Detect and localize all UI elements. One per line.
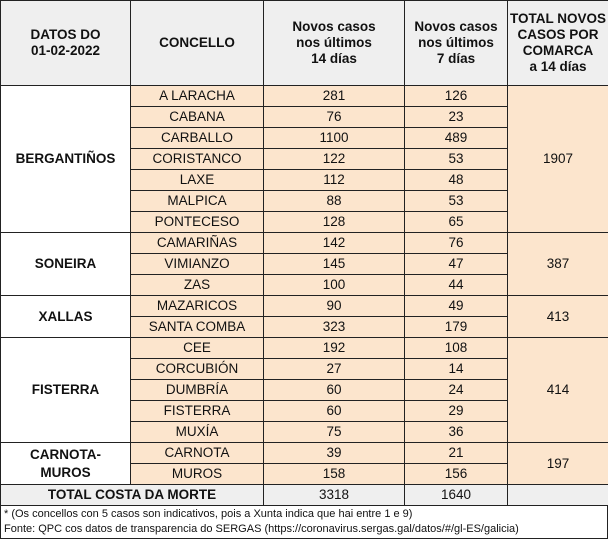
cases-14-days: 27 <box>264 359 405 380</box>
concello-name: CEE <box>131 338 264 359</box>
concello-name: VIMIANZO <box>131 254 264 275</box>
header-total-comarca: TOTAL NOVOS CASOS POR COMARCA a 14 días <box>508 1 608 86</box>
cases-7-days: 24 <box>405 380 508 401</box>
cases-14-days: 100 <box>264 275 405 296</box>
concello-name: A LARACHA <box>131 86 264 107</box>
concello-name: MALPICA <box>131 191 264 212</box>
cases-7-days: 489 <box>405 128 508 149</box>
cases-7-days: 29 <box>405 401 508 422</box>
concello-name: MUROS <box>131 464 264 485</box>
cases-7-days: 14 <box>405 359 508 380</box>
footer: * (Os concellos con 5 casos son indicati… <box>0 506 608 539</box>
cases-7-days: 53 <box>405 191 508 212</box>
total-cases-14: 3318 <box>264 485 405 506</box>
concello-name: CABANA <box>131 107 264 128</box>
concello-name: CORCUBIÓN <box>131 359 264 380</box>
cases-7-days: 156 <box>405 464 508 485</box>
comarca-name: CARNOTA- MUROS <box>1 443 131 485</box>
cases-14-days: 112 <box>264 170 405 191</box>
header-cases-7: Novos casos nos últimos 7 días <box>405 1 508 86</box>
cases-7-days: 126 <box>405 86 508 107</box>
header-cases-14: Novos casos nos últimos 14 días <box>264 1 405 86</box>
concello-name: MUXÍA <box>131 422 264 443</box>
cases-14-days: 88 <box>264 191 405 212</box>
cases-14-days: 1100 <box>264 128 405 149</box>
cases-14-days: 75 <box>264 422 405 443</box>
concello-name: CARNOTA <box>131 443 264 464</box>
comarca-total: 387 <box>508 233 608 296</box>
total-empty-cell <box>508 485 608 506</box>
cases-14-days: 192 <box>264 338 405 359</box>
cases-7-days: 65 <box>405 212 508 233</box>
comarca-name: XALLAS <box>1 296 131 338</box>
concello-name: DUMBRÍA <box>131 380 264 401</box>
cases-7-days: 44 <box>405 275 508 296</box>
cases-14-days: 158 <box>264 464 405 485</box>
cases-14-days: 128 <box>264 212 405 233</box>
comarca-name: BERGANTIÑOS <box>1 86 131 233</box>
cases-7-days: 21 <box>405 443 508 464</box>
cases-14-days: 122 <box>264 149 405 170</box>
cases-7-days: 76 <box>405 233 508 254</box>
cases-14-days: 281 <box>264 86 405 107</box>
cases-14-days: 39 <box>264 443 405 464</box>
concello-name: CORISTANCO <box>131 149 264 170</box>
comarca-name: FISTERRA <box>1 338 131 443</box>
cases-14-days: 60 <box>264 401 405 422</box>
concello-name: SANTA COMBA <box>131 317 264 338</box>
comarca-total: 414 <box>508 338 608 443</box>
cases-14-days: 323 <box>264 317 405 338</box>
cases-14-days: 145 <box>264 254 405 275</box>
cases-7-days: 47 <box>405 254 508 275</box>
cases-7-days: 23 <box>405 107 508 128</box>
covid-cases-table: DATOS DO 01-02-2022 CONCELLO Novos casos… <box>0 0 608 506</box>
cases-7-days: 48 <box>405 170 508 191</box>
comarca-total: 413 <box>508 296 608 338</box>
concello-name: MAZARICOS <box>131 296 264 317</box>
concello-name: CAMARIÑAS <box>131 233 264 254</box>
total-cases-7: 1640 <box>405 485 508 506</box>
cases-7-days: 179 <box>405 317 508 338</box>
concello-name: LAXE <box>131 170 264 191</box>
cases-7-days: 49 <box>405 296 508 317</box>
footer-note: * (Os concellos con 5 casos son indicati… <box>4 507 604 522</box>
cases-7-days: 108 <box>405 338 508 359</box>
header-date: DATOS DO 01-02-2022 <box>1 1 131 86</box>
concello-name: FISTERRA <box>131 401 264 422</box>
header-row: DATOS DO 01-02-2022 CONCELLO Novos casos… <box>1 1 608 86</box>
cases-7-days: 36 <box>405 422 508 443</box>
footer-source: Fonte: QPC cos datos de transparencia do… <box>4 522 604 537</box>
cases-14-days: 76 <box>264 107 405 128</box>
concello-name: ZAS <box>131 275 264 296</box>
comarca-total: 197 <box>508 443 608 485</box>
header-concello: CONCELLO <box>131 1 264 86</box>
concello-name: CARBALLO <box>131 128 264 149</box>
comarca-total: 1907 <box>508 86 608 233</box>
comarca-name: SONEIRA <box>1 233 131 296</box>
cases-14-days: 60 <box>264 380 405 401</box>
cases-7-days: 53 <box>405 149 508 170</box>
cases-14-days: 90 <box>264 296 405 317</box>
cases-14-days: 142 <box>264 233 405 254</box>
concello-name: PONTECESO <box>131 212 264 233</box>
total-label: TOTAL COSTA DA MORTE <box>1 485 264 506</box>
